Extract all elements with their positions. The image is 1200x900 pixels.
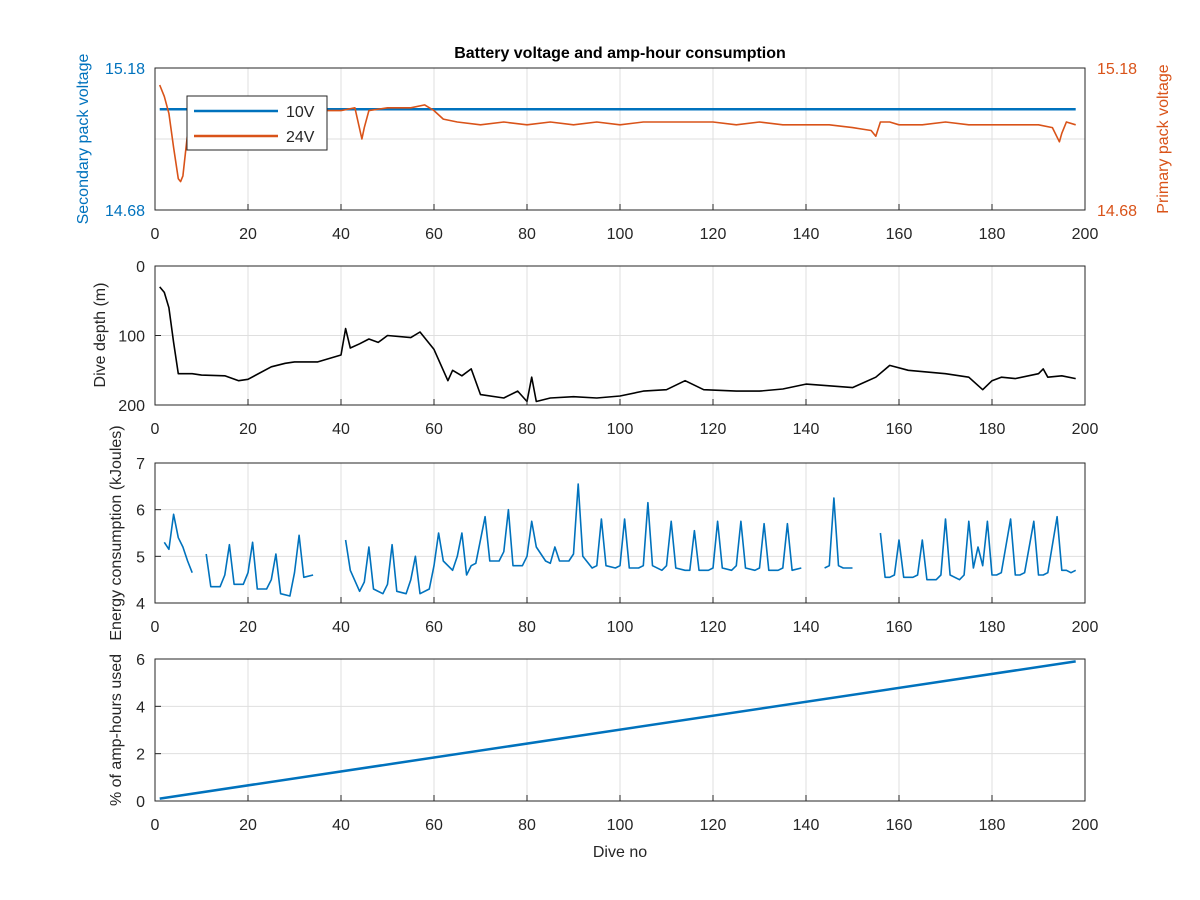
x-tick-label: 200 [1072, 817, 1099, 834]
x-tick-label: 80 [518, 421, 536, 438]
x-tick-label: 80 [518, 817, 536, 834]
energy-grid [155, 463, 1085, 603]
x-tick-label: 120 [700, 226, 727, 243]
amphour-xticks: 0 20 40 60 80 100 120 140 160 180 200 [151, 795, 1099, 834]
x-tick-label: 80 [518, 619, 536, 636]
y-tick-label: 7 [136, 456, 145, 473]
legend-box [186, 95, 328, 151]
y-tick-label: 2 [136, 747, 145, 764]
energy-series-line [344, 483, 802, 595]
voltage-right-ylabel: Primary pack voltage [1155, 64, 1172, 213]
amphour-panel: 0 20 40 60 80 100 120 140 160 180 200 0 2 4 6 % of am… [108, 652, 1098, 861]
x-tick-label: 200 [1072, 421, 1099, 438]
x-tick-label: 100 [607, 226, 634, 243]
x-tick-label: 140 [793, 619, 820, 636]
x-tick-label: 20 [239, 619, 257, 636]
x-tick-label: 140 [793, 226, 820, 243]
y-tick-label: 6 [136, 503, 145, 520]
amphour-lines [159, 660, 1076, 800]
y-tick-label: 4 [136, 596, 145, 613]
amphour-yticks: 0 2 4 6 [136, 652, 161, 811]
energy-series-line [163, 513, 193, 573]
x-tick-label: 120 [700, 421, 727, 438]
legend: 10V 24V [186, 95, 328, 151]
x-tick-label: 40 [332, 226, 350, 243]
x-tick-label: 100 [607, 619, 634, 636]
x-tick-label: 60 [425, 226, 443, 243]
x-tick-label: 180 [979, 421, 1006, 438]
x-tick-label: 180 [979, 619, 1006, 636]
energy-yticks: 4 5 6 7 [136, 456, 161, 613]
voltage-panel: 0 20 40 60 80 100 120 140 160 180 200 15.18 14.68 … [75, 54, 1172, 243]
energy-series-line [879, 515, 1077, 581]
y-tick-label: 6 [136, 652, 145, 669]
x-tick-label: 20 [239, 226, 257, 243]
amphour-xlabel: Dive no [593, 844, 647, 861]
x-tick-label: 160 [886, 817, 913, 834]
legend-label-24v: 24V [286, 129, 315, 146]
x-tick-label: 200 [1072, 619, 1099, 636]
x-tick-label: 160 [886, 421, 913, 438]
y-tick-label: 0 [136, 259, 145, 276]
x-tick-label: 140 [793, 421, 820, 438]
depth-lines [159, 286, 1076, 403]
x-tick-label: 120 [700, 619, 727, 636]
x-tick-label: 100 [607, 421, 634, 438]
energy-xticks: 0 20 40 60 80 100 120 140 160 180 200 [151, 597, 1099, 636]
x-tick-label: 160 [886, 619, 913, 636]
voltage-left-ylabel: Secondary pack voltage [75, 54, 92, 225]
voltage-right-tick-bottom: 14.68 [1097, 203, 1137, 220]
x-tick-label: 60 [425, 817, 443, 834]
depth-xticks: 0 20 40 60 80 100 120 140 160 180 200 [151, 399, 1099, 438]
depth-panel: 0 20 40 60 80 100 120 140 160 180 200 0 100 200 Dive… [92, 259, 1098, 438]
x-tick-label: 180 [979, 817, 1006, 834]
amphour-grid [155, 659, 1085, 801]
x-tick-label: 0 [151, 619, 160, 636]
energy-ylabel: Energy consumption (kJoules) [108, 425, 125, 640]
x-tick-label: 200 [1072, 226, 1099, 243]
chart-title: Battery voltage and amp-hour consumption [454, 45, 786, 62]
depth-yticks: 0 100 200 [118, 259, 161, 415]
legend-label-10v: 10V [286, 104, 315, 121]
x-tick-label: 0 [151, 817, 160, 834]
energy-panel: 0 20 40 60 80 100 120 140 160 180 200 4 5 6 7 Energy … [108, 425, 1098, 640]
depth-series-line [159, 286, 1076, 403]
x-tick-label: 100 [607, 817, 634, 834]
energy-lines [163, 483, 1077, 597]
y-tick-label: 5 [136, 549, 145, 566]
x-tick-label: 140 [793, 817, 820, 834]
x-tick-label: 60 [425, 619, 443, 636]
energy-series-line [205, 534, 314, 597]
x-tick-label: 120 [700, 817, 727, 834]
x-tick-label: 20 [239, 421, 257, 438]
x-tick-label: 0 [151, 226, 160, 243]
x-tick-label: 180 [979, 226, 1006, 243]
voltage-left-tick-bottom: 14.68 [105, 203, 145, 220]
x-tick-label: 60 [425, 421, 443, 438]
x-tick-label: 40 [332, 619, 350, 636]
y-tick-label: 4 [136, 699, 145, 716]
voltage-left-tick-top: 15.18 [105, 61, 145, 78]
x-tick-label: 20 [239, 817, 257, 834]
voltage-xticks: 0 20 40 60 80 100 120 140 160 180 200 [151, 204, 1099, 243]
amphour-series-line [159, 660, 1076, 800]
voltage-right-tick-top: 15.18 [1097, 61, 1137, 78]
amphour-ylabel: % of amp-hours used [108, 654, 125, 806]
x-tick-label: 0 [151, 421, 160, 438]
y-tick-label: 200 [118, 398, 145, 415]
x-tick-label: 80 [518, 226, 536, 243]
x-tick-label: 40 [332, 817, 350, 834]
x-tick-label: 160 [886, 226, 913, 243]
depth-grid [155, 266, 1085, 405]
depth-ylabel: Dive depth (m) [92, 283, 109, 388]
y-tick-label: 0 [136, 794, 145, 811]
y-tick-label: 100 [118, 329, 145, 346]
energy-series-line [824, 497, 853, 569]
x-tick-label: 40 [332, 421, 350, 438]
